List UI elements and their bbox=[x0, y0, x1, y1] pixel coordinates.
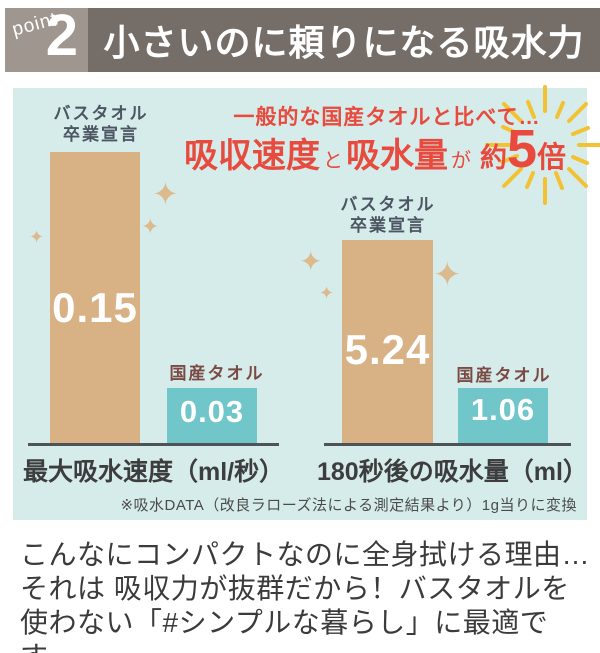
caption-line1: こんなにコンパクトなのに全身拭ける理由… bbox=[20, 539, 591, 570]
banner-line2: 吸収速度 と 吸水量 が 約 5 倍 bbox=[163, 122, 587, 177]
banner-seg-five: 5 bbox=[506, 119, 538, 179]
left-hero-label: バスタオル 卒業宣言 bbox=[40, 103, 162, 145]
data-footnote: ※吸水DATA（改良ラローズ法による測定結果より）1g当りに変換 bbox=[120, 497, 577, 514]
left-hero-bar bbox=[50, 152, 140, 445]
banner-seg-approx: 約 bbox=[479, 143, 507, 173]
sparkle-icon: ✦ bbox=[29, 227, 45, 247]
right-rival-label: 国産タオル bbox=[456, 366, 552, 385]
banner-line1: 一般的な国産タオルと比べて… bbox=[233, 106, 541, 129]
header-bar: 小さいのに頼りになる吸水力 bbox=[88, 8, 600, 72]
left-axis-baseline bbox=[28, 443, 279, 446]
left-hero-value: 0.15 bbox=[52, 284, 138, 331]
banner-seg-amount: 吸水量 bbox=[345, 137, 448, 175]
banner-seg-times: 倍 bbox=[537, 142, 567, 174]
starburst-icon bbox=[485, 85, 600, 205]
banner-seg-ga: が bbox=[450, 150, 471, 172]
left-hero-label-line1: バスタオル bbox=[53, 104, 149, 123]
sparkle-icon: ✦ bbox=[299, 246, 323, 277]
right-hero-value: 5.24 bbox=[344, 326, 431, 373]
right-rival-bar bbox=[458, 388, 548, 445]
sparkle-icon: ✦ bbox=[319, 283, 335, 303]
right-hero-label-line2: 卒業宣言 bbox=[350, 216, 426, 235]
banner-seg-speed: 吸収速度 bbox=[183, 137, 320, 175]
sparkle-icon: ✦ bbox=[141, 214, 160, 239]
left-rival-bar bbox=[167, 388, 257, 445]
sparkle-icon: ✦ bbox=[152, 176, 179, 212]
banner-seg-and: と bbox=[322, 150, 343, 172]
point-badge-number: 2 bbox=[45, 3, 78, 68]
right-axis-baseline bbox=[324, 443, 571, 446]
left-axis-label: 最大吸水速度（ml/秒） bbox=[23, 458, 285, 486]
left-hero-label-line2: 卒業宣言 bbox=[63, 125, 139, 144]
left-rival-label: 国産タオル bbox=[169, 364, 265, 383]
right-hero-label-line1: バスタオル bbox=[340, 195, 436, 214]
caption-line3: 使わない「#シンプルな暮らし」に最適です。 bbox=[20, 607, 549, 653]
point-badge: point 2 bbox=[5, 4, 88, 72]
page-title: 小さいのに頼りになる吸水力 bbox=[103, 22, 585, 63]
caption-line2: それは 吸収力が抜群だから！バスタオルを bbox=[20, 573, 570, 604]
right-hero-label: バスタオル 卒業宣言 bbox=[327, 194, 449, 236]
left-rival-value: 0.03 bbox=[179, 394, 245, 429]
sparkle-icon: ✦ bbox=[433, 256, 462, 294]
right-hero-bar bbox=[342, 240, 433, 445]
chart-panel: 一般的な国産タオルと比べて… 吸収速度 と 吸水量 が 約 5 倍 bbox=[13, 85, 600, 520]
right-axis-label: 180秒後の吸水量（ml） bbox=[317, 458, 588, 486]
caption: こんなにコンパクトなのに全身拭ける理由… それは 吸収力が抜群だから！バスタオル… bbox=[20, 538, 600, 653]
right-rival-value: 1.06 bbox=[470, 392, 536, 427]
